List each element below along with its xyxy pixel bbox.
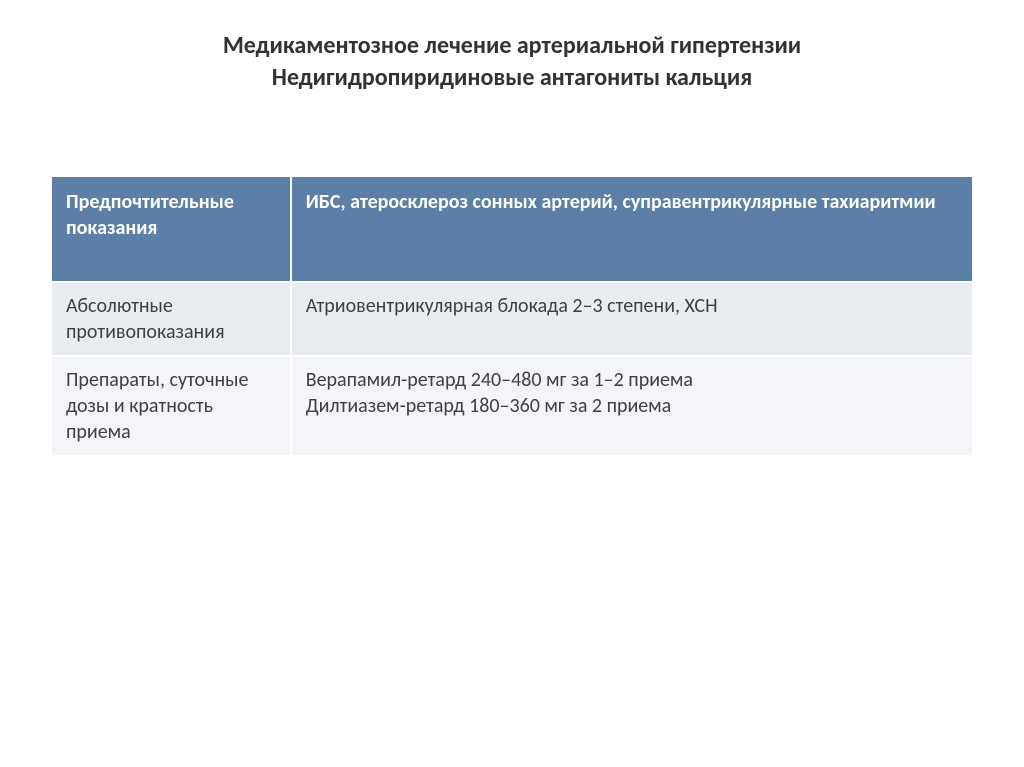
cell-right: Верапамил-ретард 240–480 мг за 1–2 прием… [291,356,973,456]
table-row: Абсолютные противопоказания Атриовентрик… [51,282,973,356]
table-body: Предпочтительные показания ИБС, атероскл… [51,176,973,456]
table-row: Препараты, суточные дозы и кратность при… [51,356,973,456]
title-block: Медикаментозное лечение артериальной гип… [50,30,974,95]
cell-header-left: Предпочтительные показания [51,176,291,282]
cell-right: Атриовентрикулярная блокада 2–3 степени,… [291,282,973,356]
table-row-header: Предпочтительные показания ИБС, атероскл… [51,176,973,282]
cell-left: Препараты, суточные дозы и кратность при… [51,356,291,456]
cell-header-right: ИБС, атеросклероз сонных артерий, суправ… [291,176,973,282]
title-line-1: Медикаментозное лечение артериальной гип… [50,30,974,62]
cell-left: Абсолютные противопоказания [51,282,291,356]
medication-table: Предпочтительные показания ИБС, атероскл… [50,175,974,457]
slide-container: Медикаментозное лечение артериальной гип… [0,0,1024,487]
title-line-2: Недигидропиридиновые антагониты кальция [50,62,974,94]
